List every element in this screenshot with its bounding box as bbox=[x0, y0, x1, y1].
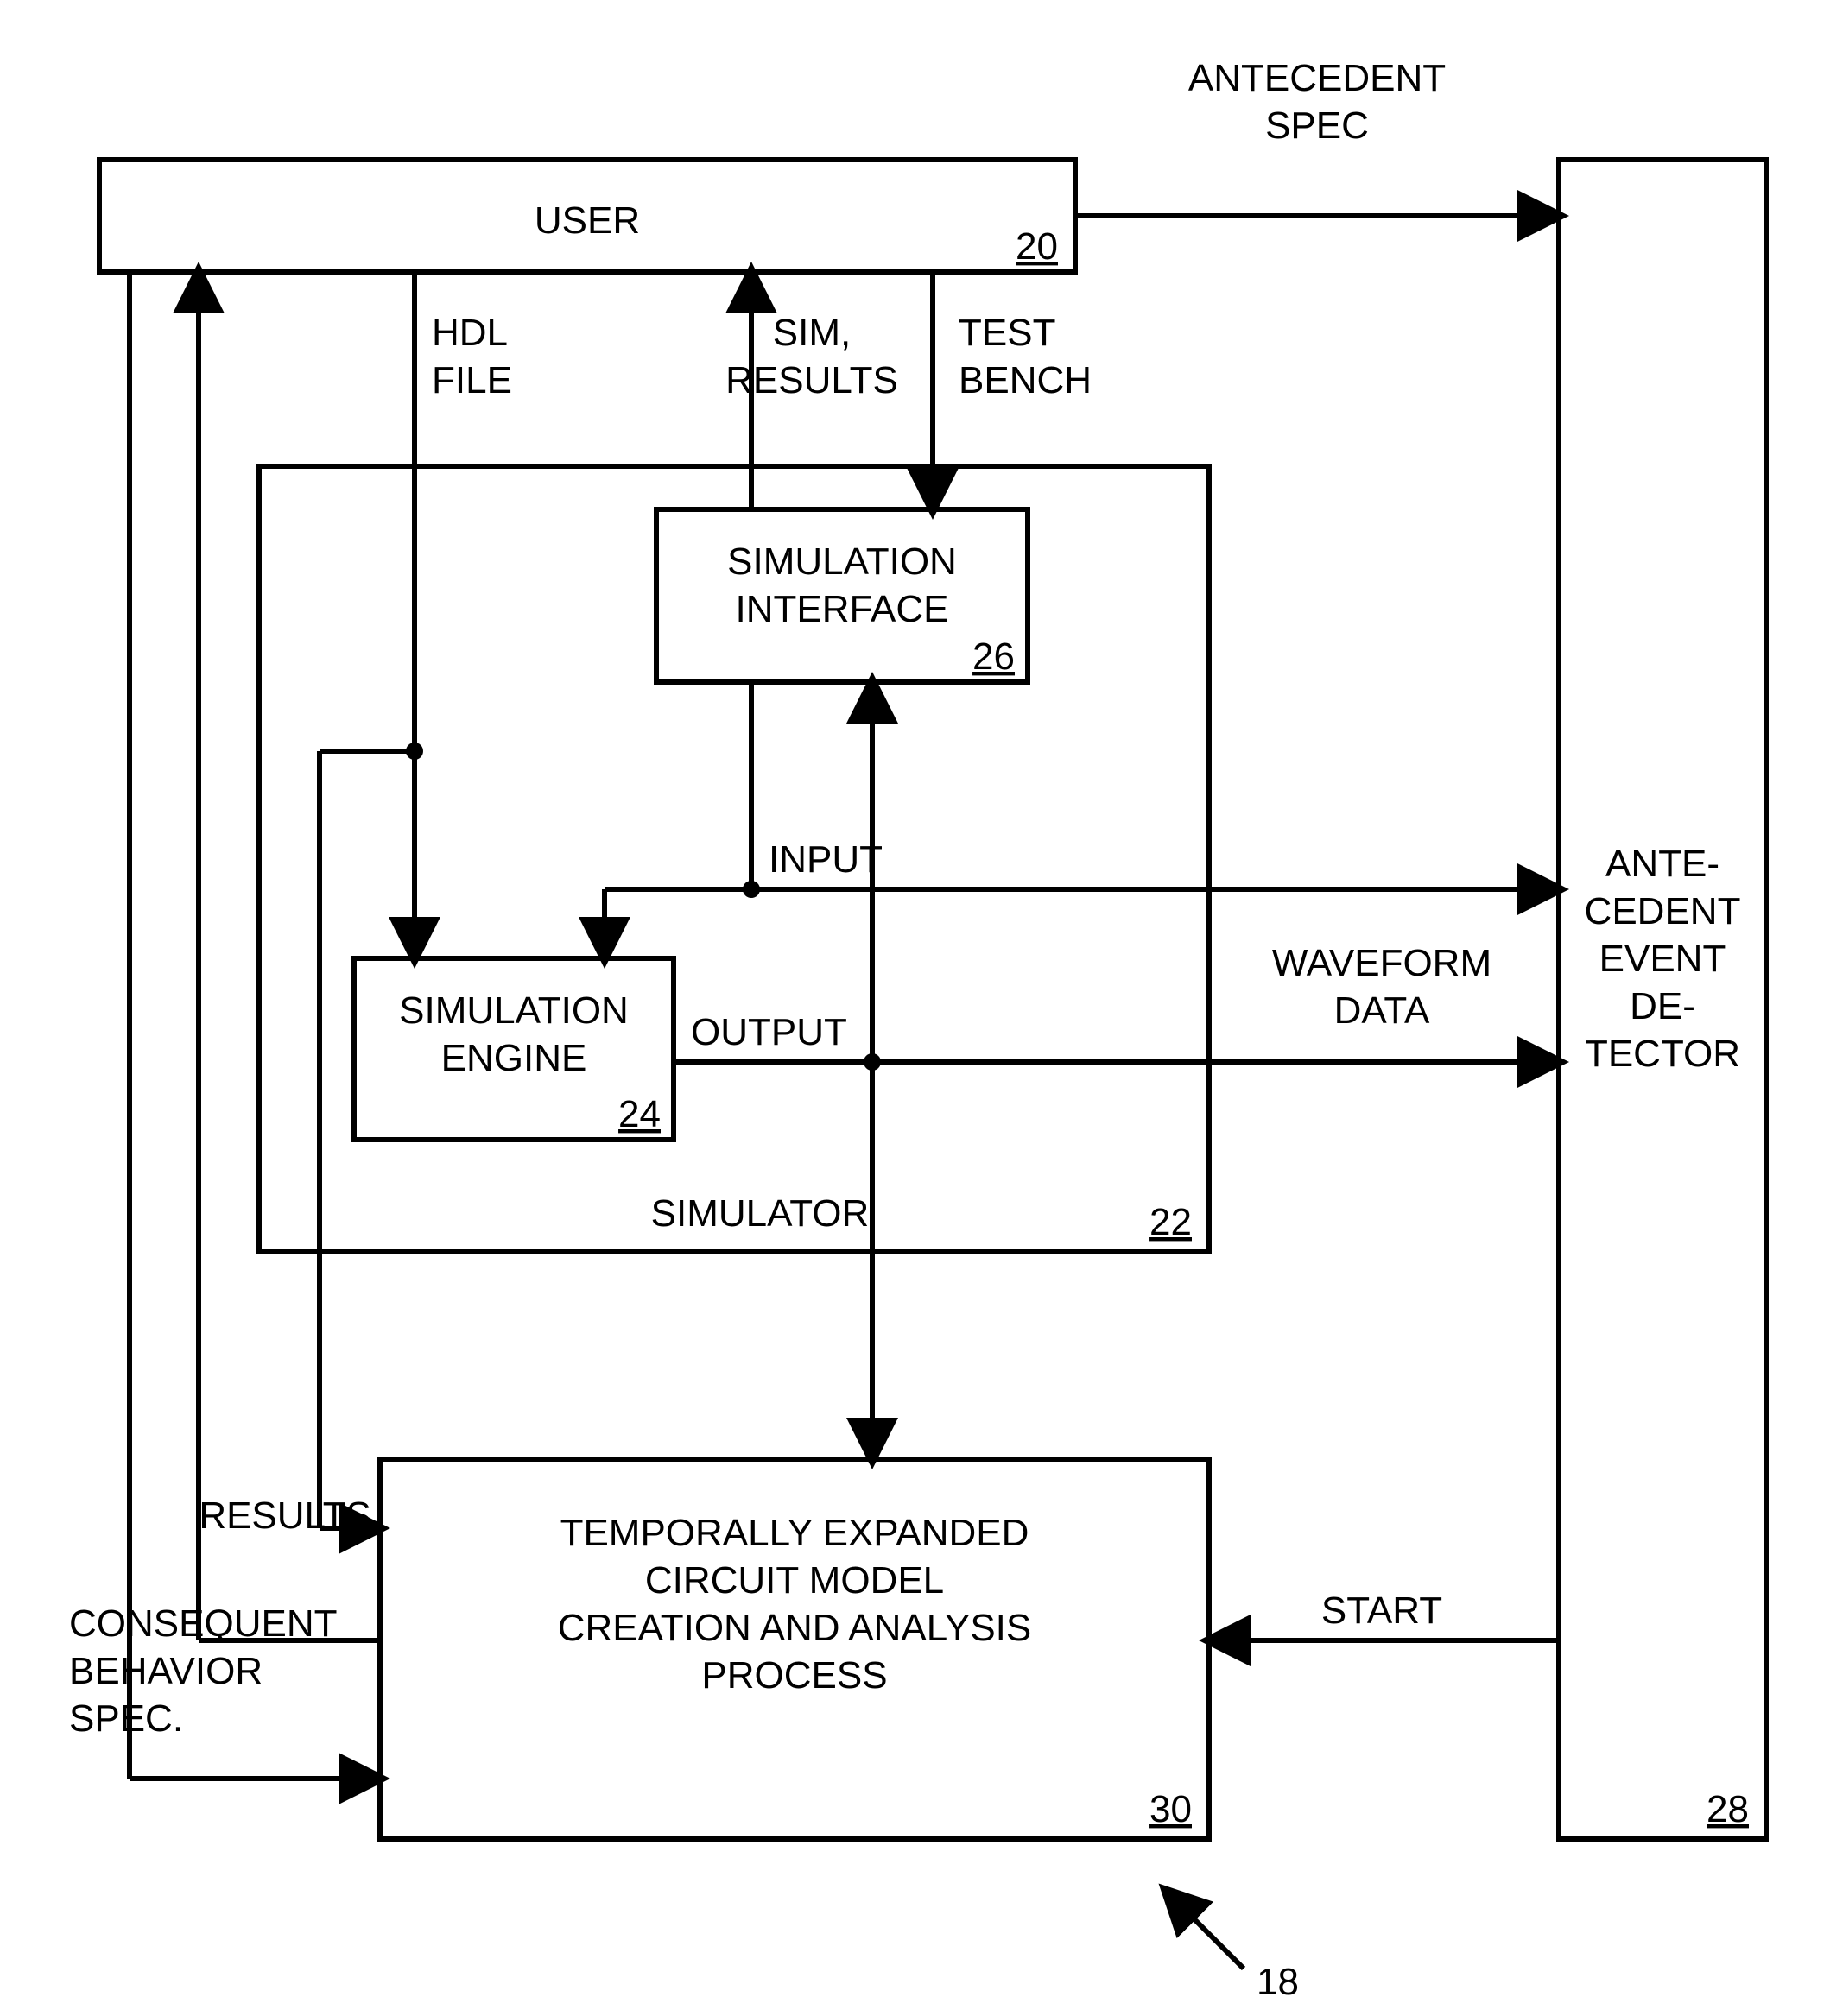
tecm-label-3: CREATION AND ANALYSIS bbox=[558, 1607, 1032, 1649]
sim-interface-ref: 26 bbox=[972, 635, 1015, 678]
sim-interface-label-1: SIMULATION bbox=[727, 540, 957, 583]
detector-label-1: ANTE- bbox=[1605, 843, 1719, 885]
user-label: USER bbox=[535, 199, 640, 242]
user-ref: 20 bbox=[1016, 225, 1058, 268]
input-label: INPUT bbox=[769, 838, 883, 881]
figure-ref-arrow bbox=[1166, 1891, 1244, 1969]
sim-results-label-1: SIM, bbox=[773, 312, 851, 354]
antecedent-spec-label-2: SPEC bbox=[1265, 104, 1369, 147]
simulator-ref: 22 bbox=[1149, 1201, 1192, 1243]
hdl-file-label-2: FILE bbox=[432, 359, 512, 401]
hdl-file-label-1: HDL bbox=[432, 312, 508, 354]
detector-label-3: EVENT bbox=[1599, 938, 1726, 980]
detector-label-5: TECTOR bbox=[1585, 1033, 1740, 1075]
figure-ref-label: 18 bbox=[1257, 1961, 1299, 2003]
sim-engine-ref: 24 bbox=[618, 1093, 661, 1135]
simulator-label: SIMULATOR bbox=[651, 1192, 870, 1235]
results-label: RESULTS bbox=[199, 1495, 371, 1537]
conseq-label-3: SPEC. bbox=[69, 1697, 183, 1740]
test-bench-label-1: TEST bbox=[959, 312, 1055, 354]
detector-ref: 28 bbox=[1707, 1788, 1749, 1830]
tecm-label-4: PROCESS bbox=[701, 1654, 887, 1697]
tecm-label-1: TEMPORALLY EXPANDED bbox=[560, 1512, 1029, 1554]
antecedent-spec-label-1: ANTECEDENT bbox=[1188, 57, 1446, 99]
tecm-label-2: CIRCUIT MODEL bbox=[645, 1559, 944, 1602]
detector-label-4: DE- bbox=[1630, 985, 1695, 1027]
output-label: OUTPUT bbox=[691, 1011, 847, 1053]
start-label: START bbox=[1321, 1589, 1442, 1632]
block-diagram: USER 20 SIMULATOR 22 SIMULATION INTERFAC… bbox=[0, 0, 1830, 2016]
sim-results-label-2: RESULTS bbox=[725, 359, 898, 401]
conseq-label-2: BEHAVIOR bbox=[69, 1650, 263, 1692]
sim-engine-label-2: ENGINE bbox=[441, 1037, 587, 1079]
waveform-data-label-2: DATA bbox=[1334, 989, 1430, 1032]
waveform-data-label-1: WAVEFORM bbox=[1272, 942, 1491, 984]
conseq-label-1: CONSEQUENT bbox=[69, 1602, 337, 1645]
test-bench-label-2: BENCH bbox=[959, 359, 1092, 401]
sim-interface-label-2: INTERFACE bbox=[736, 588, 949, 630]
detector-label-2: CEDENT bbox=[1585, 890, 1741, 932]
sim-engine-label-1: SIMULATION bbox=[399, 989, 629, 1032]
tecm-ref: 30 bbox=[1149, 1788, 1192, 1830]
